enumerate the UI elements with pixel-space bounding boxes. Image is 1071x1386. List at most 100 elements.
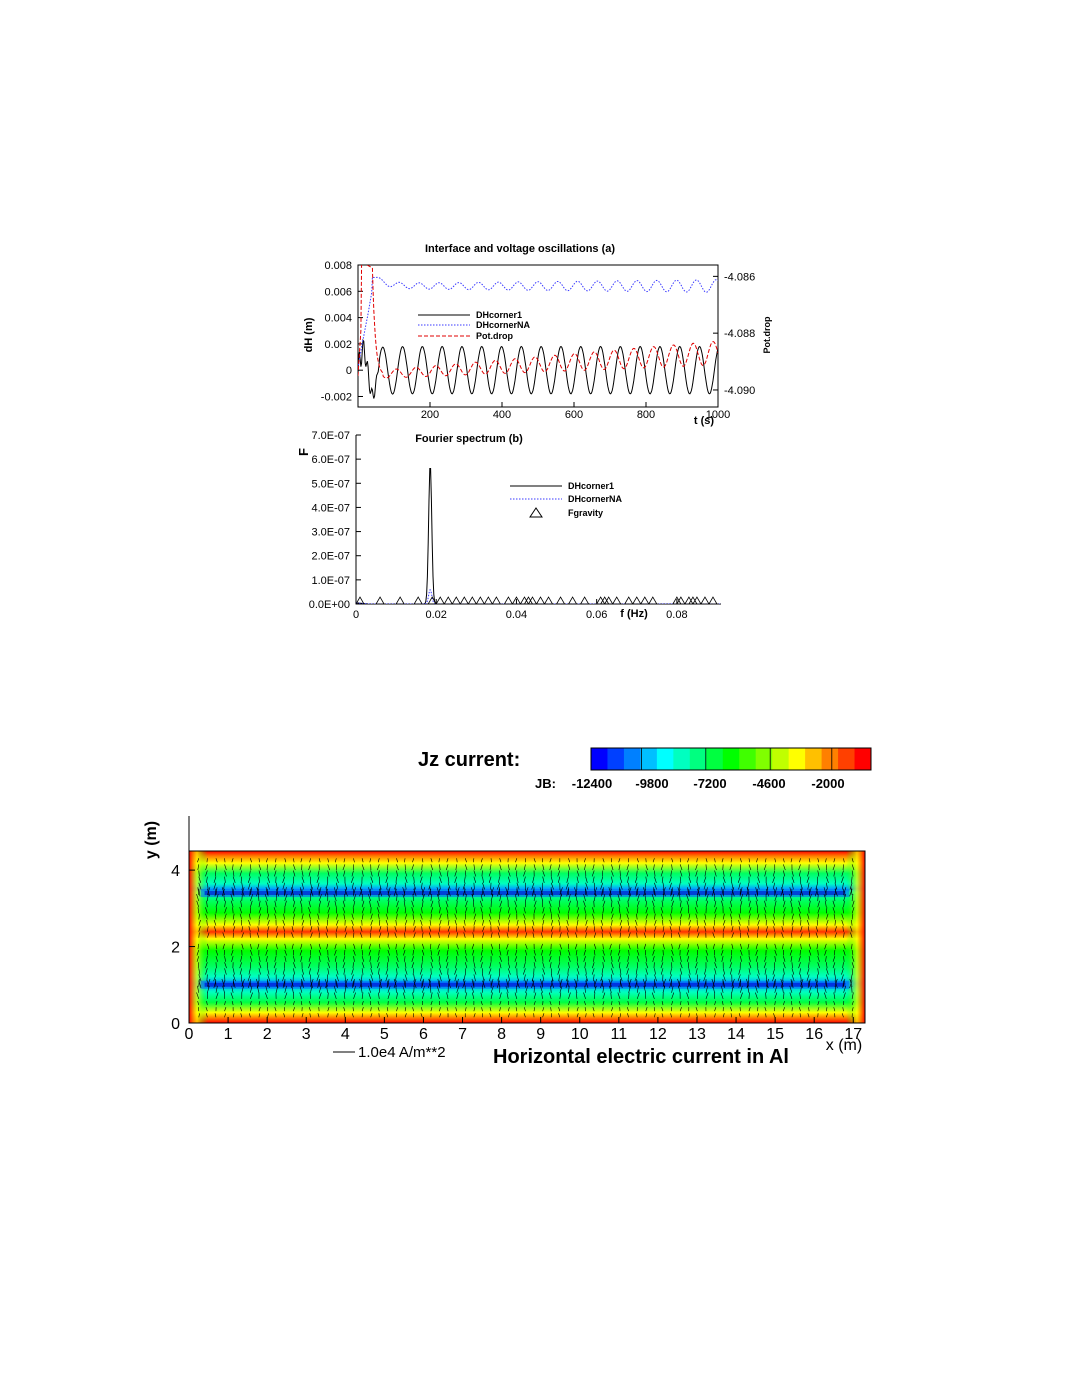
fgravity-marker (632, 596, 642, 605)
current-vector (284, 858, 287, 863)
current-vector (456, 858, 458, 863)
current-vector (525, 985, 529, 993)
current-vector (711, 978, 715, 987)
current-vector (602, 949, 605, 956)
current-vector (722, 974, 726, 982)
current-vector (626, 968, 629, 975)
current-vector (851, 985, 853, 993)
current-vector (671, 956, 674, 962)
current-vector (628, 978, 632, 987)
current-vector (317, 980, 320, 989)
colorbar-swatch (854, 748, 872, 770)
current-vector (557, 913, 561, 920)
current-vector (430, 870, 433, 877)
current-vector (851, 913, 854, 920)
current-vector (833, 1007, 836, 1012)
current-vector (550, 882, 554, 890)
current-vector (241, 980, 244, 989)
current-vector (221, 888, 225, 897)
current-vector (533, 1007, 536, 1012)
current-vector (757, 876, 761, 883)
current-vector (396, 900, 399, 908)
current-vector (757, 913, 760, 920)
current-vector (361, 1000, 364, 1006)
current-vector (679, 913, 683, 920)
current-vector (789, 985, 793, 993)
fgravity-marker (567, 596, 578, 605)
current-vector (816, 974, 819, 982)
current-vector (377, 870, 380, 877)
current-vector (711, 888, 715, 897)
current-vector (241, 926, 244, 932)
current-vector (533, 992, 537, 1000)
current-vector (765, 882, 769, 890)
current-vector (671, 887, 674, 896)
current-vector (807, 882, 810, 890)
current-vector (446, 870, 449, 877)
current-vector (825, 956, 827, 962)
current-vector (515, 1007, 518, 1012)
current-vector (748, 1000, 751, 1006)
current-vector (654, 882, 657, 890)
current-vector (705, 985, 709, 993)
current-vector (634, 974, 638, 982)
current-vector (430, 992, 433, 999)
current-vector (224, 876, 226, 883)
current-vector (645, 870, 649, 877)
current-vector (686, 894, 690, 902)
colorbar-swatch (607, 748, 625, 770)
current-vector (327, 864, 330, 871)
current-vector (815, 980, 819, 989)
current-vector (833, 870, 836, 877)
current-vector (833, 894, 836, 902)
current-vector (420, 882, 423, 890)
current-vector (636, 858, 639, 863)
current-vector (609, 894, 612, 902)
current-vector (404, 932, 406, 938)
current-vector (636, 894, 640, 902)
current-vector (335, 978, 337, 987)
current-vector (361, 907, 365, 914)
current-vector (559, 980, 561, 989)
current-vector (671, 907, 673, 914)
current-vector (231, 985, 234, 993)
current-vector (247, 876, 251, 883)
current-vector (654, 980, 657, 989)
current-vector (378, 894, 380, 902)
chart-a-legend: DHcorner1 DHcornerNA Pot.drop (418, 310, 531, 341)
current-vector (687, 1000, 690, 1006)
current-vector (542, 1007, 545, 1012)
current-vector (756, 956, 758, 962)
current-vector (196, 894, 200, 902)
current-vector (248, 968, 251, 975)
map-y-axis: 024 (171, 863, 195, 1033)
current-vector (550, 926, 554, 932)
current-vector (447, 919, 450, 926)
current-vector (404, 882, 407, 890)
current-vector (729, 913, 733, 920)
current-vector (542, 962, 545, 969)
current-vector (514, 894, 518, 902)
current-vector (196, 956, 200, 962)
current-vector (275, 888, 279, 897)
current-vector (755, 949, 758, 956)
current-vector (497, 926, 500, 932)
current-vector (293, 870, 296, 877)
current-vector (293, 956, 296, 962)
current-vector (611, 1013, 613, 1018)
current-vector (430, 1000, 433, 1006)
current-vector (224, 962, 227, 969)
current-vector (542, 913, 545, 920)
x-tick-label: 5 (380, 1026, 389, 1043)
x-tick-label: 0.02 (426, 609, 447, 621)
current-vector (798, 870, 801, 877)
current-vector (463, 919, 466, 926)
current-vector (393, 980, 397, 989)
current-vector (541, 992, 543, 999)
current-vector (293, 913, 296, 920)
current-vector (250, 894, 254, 902)
current-vector (851, 943, 853, 950)
current-vector (765, 1013, 767, 1018)
current-vector (714, 968, 717, 975)
current-vector (393, 888, 397, 897)
